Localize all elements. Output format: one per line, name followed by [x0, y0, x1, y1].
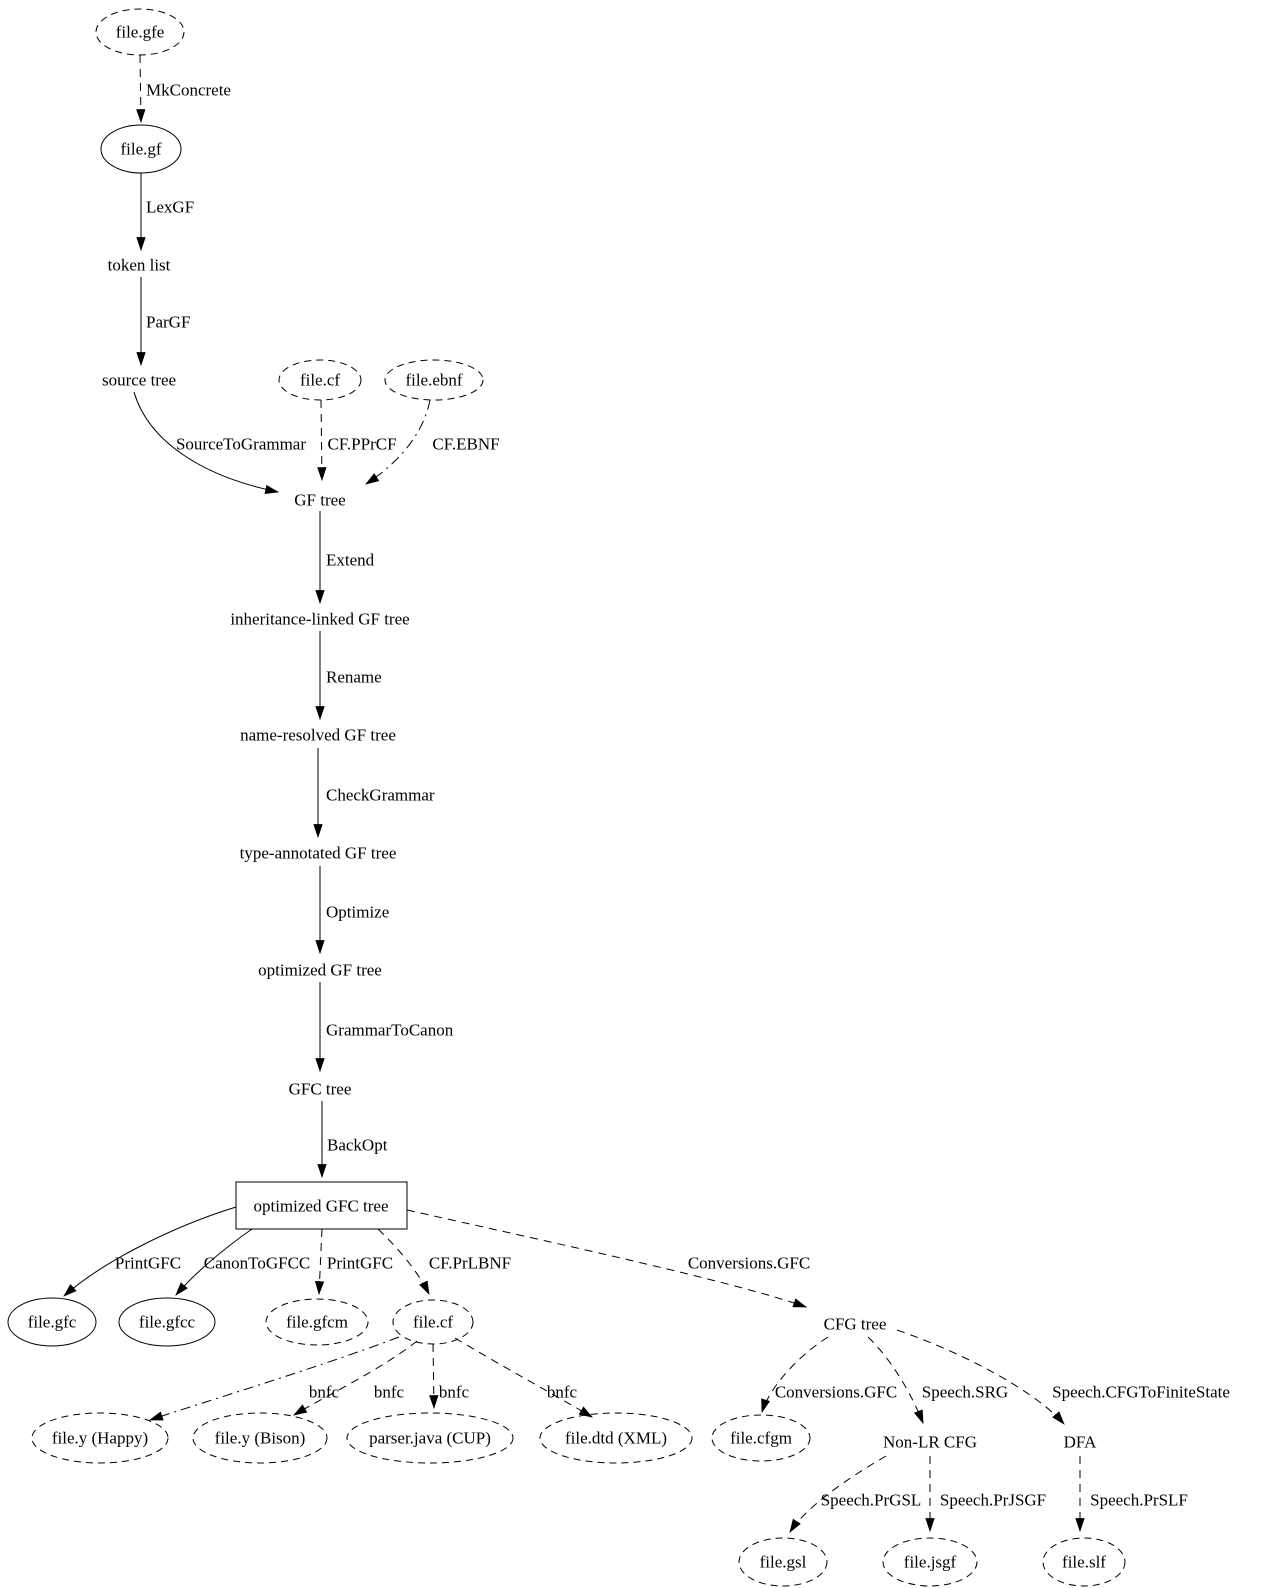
edge-box-to-file-cf-bottom	[377, 1228, 430, 1296]
node-gf-tree: GF tree	[294, 490, 346, 510]
edge-label-pargf: ParGF	[146, 312, 191, 332]
node-file-gfcm-outline	[265, 1298, 369, 1346]
node-file-gsl-outline	[738, 1537, 828, 1587]
edge-label-bnfc-2: bnfc	[373, 1382, 405, 1402]
edge-label-speech-prslf: Speech.PrSLF	[1090, 1490, 1188, 1510]
node-file-slf: file.slf	[1062, 1552, 1106, 1572]
edge-file-gfe-to-file-gf	[136, 54, 146, 124]
edge-label-sourcetogrammar: SourceToGrammar	[175, 434, 307, 454]
edge-label-backopt: BackOpt	[327, 1135, 388, 1155]
edge-label-bnfc-4: bnfc	[546, 1382, 578, 1402]
node-file-cf-top-outline	[278, 359, 362, 401]
node-file-dtd-xml-outline	[539, 1412, 693, 1464]
edge-label-rename: Rename	[326, 667, 382, 687]
node-optimized-gf-tree: optimized GF tree	[258, 960, 382, 980]
node-file-ebnf: file.ebnf	[405, 370, 463, 390]
edge-file-cf-top-to-gf-tree	[317, 399, 327, 482]
edge-file-ebnf-to-gf-tree	[365, 399, 431, 485]
edge-label-printgfc-2: PrintGFC	[326, 1253, 394, 1273]
node-file-cf-top: file.cf	[299, 370, 341, 390]
node-file-gfc: file.gfc	[27, 1312, 77, 1332]
node-file-cfgm: file.cfgm	[730, 1428, 792, 1448]
node-file-cf-bottom: file.cf	[412, 1312, 454, 1332]
node-parser-java-cup-outline	[346, 1412, 514, 1464]
node-file-jsgf: file.jsgf	[903, 1552, 957, 1572]
node-parser-java-cup: parser.java (CUP)	[369, 1428, 491, 1448]
node-file-slf-outline	[1042, 1537, 1126, 1587]
node-file-cfgm-outline	[711, 1414, 811, 1462]
edge-file-cf-to-file-y-bison	[293, 1340, 418, 1416]
edge-file-cf-to-parser-java-cup	[429, 1343, 439, 1410]
edge-label-optimize: Optimize	[326, 902, 390, 922]
node-file-y-happy: file.y (Happy)	[51, 1428, 149, 1448]
node-file-y-bison: file.y (Bison)	[214, 1428, 306, 1448]
node-name-resolved-gf-tree: name-resolved GF tree	[240, 725, 396, 745]
edge-label-lexgf: LexGF	[146, 197, 195, 217]
node-file-gfc-outline	[7, 1297, 97, 1347]
edge-label-conversions-gfc-2: Conversions.GFC	[774, 1382, 898, 1402]
edge-label-bnfc-1: bnfc	[308, 1382, 340, 1402]
node-dfa: DFA	[1063, 1432, 1097, 1452]
edge-cfg-tree-to-dfa	[896, 1329, 1065, 1425]
node-file-gfcm: file.gfcm	[286, 1312, 348, 1332]
node-source-tree: source tree	[101, 370, 177, 390]
edge-label-canontogfcc: CanonToGFCC	[203, 1253, 311, 1273]
node-gfc-tree: GFC tree	[288, 1079, 352, 1099]
edge-label-mkconcrete: MkConcrete	[146, 80, 231, 100]
edge-label-checkgrammar: CheckGrammar	[326, 785, 435, 805]
edge-label-cf-pprcf: CF.PPrCF	[327, 434, 397, 454]
node-file-gfcc-outline	[118, 1297, 216, 1347]
node-file-y-bison-outline	[192, 1412, 328, 1464]
edge-label-speech-prgsl: Speech.PrGSL	[820, 1490, 922, 1510]
node-non-lr-cfg: Non-LR CFG	[883, 1432, 977, 1452]
edge-label-speech-srg: Speech.SRG	[921, 1382, 1009, 1402]
node-file-gsl: file.gsl	[759, 1552, 807, 1572]
node-file-gfcc: file.gfcc	[138, 1312, 196, 1332]
edge-file-cf-to-file-y-happy	[148, 1336, 400, 1421]
edge-cfg-tree-to-file-cfgm	[761, 1336, 829, 1414]
node-token-list: token list	[107, 255, 171, 275]
edge-box-to-file-gfcc	[175, 1228, 253, 1296]
node-file-jsgf-outline	[882, 1537, 978, 1587]
edge-label-extend: Extend	[326, 550, 375, 570]
edge-label-cf-prlbnf: CF.PrLBNF	[428, 1253, 512, 1273]
edge-file-cf-to-file-dtd-xml	[454, 1337, 594, 1418]
node-cfg-tree: CFG tree	[823, 1314, 887, 1334]
node-file-dtd-xml: file.dtd (XML)	[565, 1428, 667, 1448]
node-type-annotated-gf-tree: type-annotated GF tree	[239, 843, 397, 863]
edge-source-tree-to-gf-tree	[133, 391, 280, 494]
node-file-ebnf-outline	[384, 359, 484, 401]
edge-box-to-file-gfcm	[314, 1228, 325, 1296]
edge-label-speech-prjsgf: Speech.PrJSGF	[939, 1490, 1047, 1510]
edge-label-grammartocanon: GrammarToCanon	[326, 1020, 454, 1040]
edge-box-to-file-gfc	[63, 1206, 237, 1297]
edge-non-lr-cfg-to-file-gsl	[789, 1455, 887, 1533]
node-optimized-gfc-tree: optimized GFC tree	[253, 1196, 389, 1216]
node-file-gf: file.gf	[120, 139, 162, 159]
edge-label-conversions-gfc-1: Conversions.GFC	[687, 1253, 811, 1273]
node-file-y-happy-outline	[31, 1412, 169, 1464]
node-file-gfe: file.gfe	[115, 22, 165, 42]
edge-label-printgfc-1: PrintGFC	[114, 1253, 182, 1273]
edge-label-speech-cfgtofinitestate: Speech.CFGToFiniteState	[1052, 1382, 1230, 1402]
edge-label-bnfc-3: bnfc	[438, 1382, 470, 1402]
edge-box-to-cfg-tree	[406, 1209, 808, 1308]
edge-cfg-tree-to-non-lr-cfg	[867, 1336, 924, 1425]
edge-label-cf-ebnf: CF.EBNF	[432, 434, 500, 454]
node-inheritance-linked-gf-tree: inheritance-linked GF tree	[230, 609, 410, 629]
